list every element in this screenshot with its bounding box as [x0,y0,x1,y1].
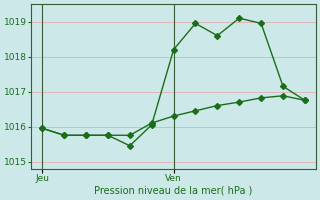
X-axis label: Pression niveau de la mer( hPa ): Pression niveau de la mer( hPa ) [94,186,253,196]
